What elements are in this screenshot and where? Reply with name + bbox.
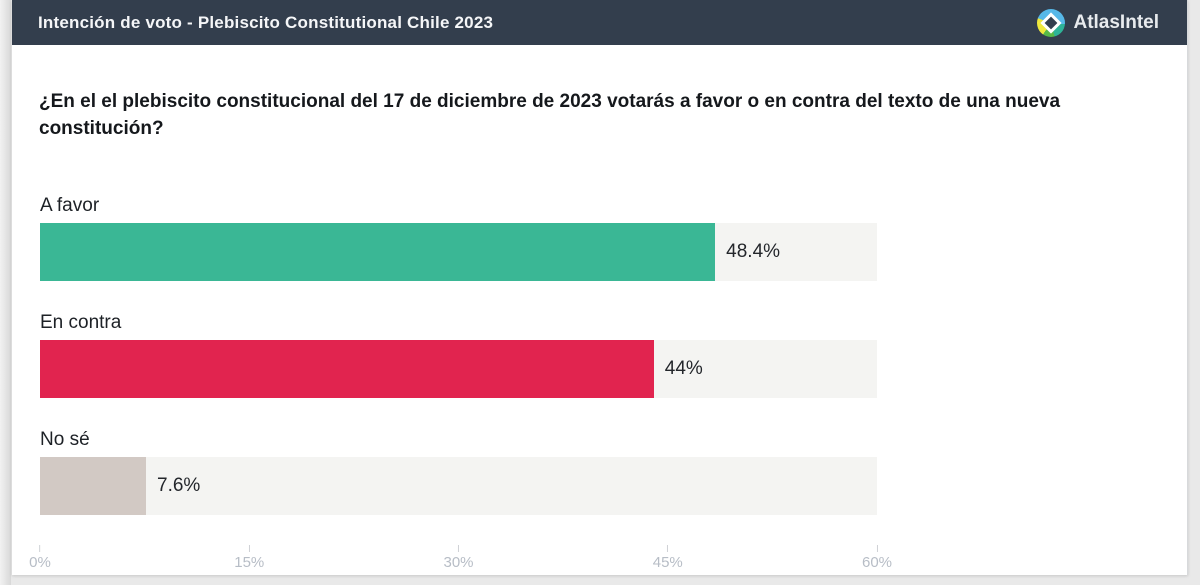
- poll-question: ¿En el el plebiscito constitucional del …: [39, 91, 1061, 139]
- x-axis-tick-label: 15%: [234, 554, 265, 572]
- x-axis-tick-label: 30%: [443, 554, 474, 572]
- window-edge-strip: [0, 0, 11, 585]
- bar-value-label: 48.4%: [726, 241, 781, 263]
- x-axis-tick-mark: [248, 545, 250, 553]
- bar-value-label: 44%: [664, 358, 703, 380]
- brand: AtlasIntel: [1037, 8, 1159, 37]
- brand-name: AtlasIntel: [1073, 11, 1159, 33]
- bar-row: En contra 44%: [40, 311, 877, 399]
- bar-category-label: A favor: [40, 195, 100, 217]
- bar-fill: [40, 223, 716, 282]
- bar-row: A favor 48.4%: [40, 194, 877, 282]
- bar-track: 44%: [40, 340, 877, 399]
- bar-fill: [40, 340, 654, 399]
- bar-chart: A favor 48.4% En contra 44% No sé 7.6%: [40, 194, 877, 516]
- poll-card: Intención de voto - Plebiscito Constitut…: [12, 0, 1188, 575]
- x-axis: 0% 15% 30% 45% 60%: [29, 545, 892, 575]
- atlasintel-logo-icon: [1037, 8, 1066, 37]
- card-header: Intención de voto - Plebiscito Constitut…: [12, 0, 1187, 45]
- x-axis-tick: 0%: [29, 545, 51, 571]
- bar-track: 48.4%: [40, 223, 877, 282]
- bar-category-label: No sé: [40, 429, 90, 451]
- bar-value-label: 7.6%: [157, 475, 201, 497]
- x-axis-tick: 30%: [443, 545, 474, 572]
- x-axis-tick-label: 45%: [652, 554, 683, 572]
- x-axis-tick-mark: [876, 545, 878, 553]
- page-title: Intención de voto - Plebiscito Constitut…: [38, 12, 494, 32]
- x-axis-tick: 45%: [653, 545, 683, 571]
- bar-row: No sé 7.6%: [40, 428, 877, 516]
- x-axis-tick: 15%: [234, 545, 264, 571]
- x-axis-tick: 60%: [862, 545, 892, 571]
- x-axis-tick-label: 60%: [861, 554, 893, 572]
- bar-fill: [40, 457, 147, 516]
- x-axis-tick-mark: [667, 545, 669, 553]
- bar-category-label: En contra: [40, 312, 122, 334]
- bar-track: 7.6%: [40, 457, 877, 516]
- x-axis-tick-mark: [39, 545, 41, 553]
- x-axis-tick-mark: [458, 545, 459, 553]
- x-axis-tick-label: 0%: [29, 554, 51, 572]
